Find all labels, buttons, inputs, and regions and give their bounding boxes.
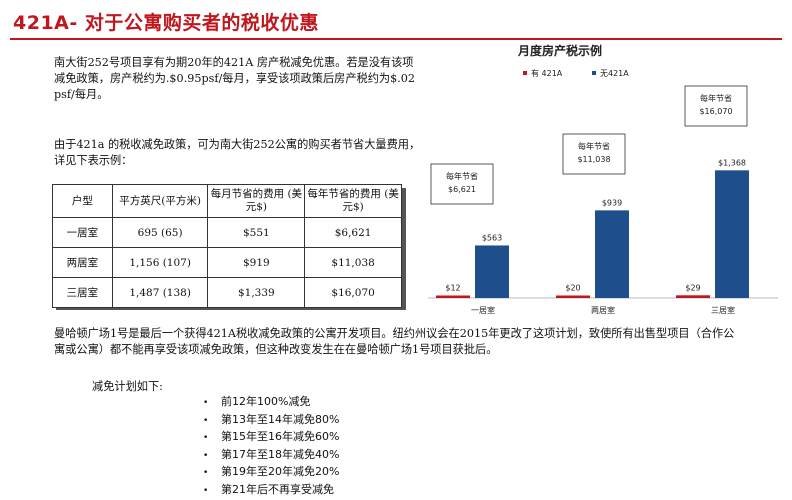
cell-unit-type: 一居室 — [52, 217, 113, 248]
header-annual-savings: 每年节省的费用 (美元$) — [304, 184, 402, 218]
annotation-value: $16,070 — [699, 107, 732, 116]
list-item-text: 第15年至16年减免60% — [221, 430, 340, 443]
cell-annual-savings: $16,070 — [304, 277, 402, 308]
bar-with-421a — [436, 295, 470, 298]
page-title: 421A- 对于公寓购买者的税收优惠 — [13, 12, 319, 34]
header-unit-type: 户型 — [52, 184, 113, 218]
annotation-value: $6,621 — [448, 185, 476, 194]
cell-monthly-savings: $919 — [207, 247, 306, 278]
bullet-icon: • — [203, 433, 209, 443]
title-divider — [10, 38, 782, 40]
header-monthly-savings: 每月节省的费用 (美元$) — [207, 184, 306, 218]
data-label: $563 — [482, 233, 502, 242]
table-header-row: 户型 平方英尺(平方米) 每月节省的费用 (美元$) 每年节省的费用 (美元$) — [52, 184, 402, 218]
data-label: $12 — [445, 284, 460, 293]
list-item: • 前12年100%减免 — [203, 393, 339, 411]
intro-paragraph: 南大街252号项目享有为期20年的421A 房产税减免优惠。若是没有该项减免政策… — [54, 56, 415, 101]
x-tick-label: 三居室 — [711, 305, 735, 315]
savings-table: 户型 平方英尺(平方米) 每月节省的费用 (美元$) 每年节省的费用 (美元$)… — [52, 184, 402, 308]
data-label: $939 — [602, 198, 622, 207]
bar-without-421a — [475, 245, 509, 298]
list-item: • 第17年至18年减免40% — [203, 446, 339, 464]
x-tick-label: 两居室 — [591, 305, 615, 315]
data-label: $29 — [685, 283, 700, 292]
list-item: • 第19年至20年减免20% — [203, 463, 339, 481]
schedule-title: 减免计划如下: — [92, 380, 163, 393]
bar-with-421a — [676, 295, 710, 298]
data-label: $1,368 — [718, 158, 746, 167]
annotation-value: $11,038 — [577, 155, 610, 164]
table-row: 一居室 695 (65) $551 $6,621 — [52, 217, 402, 248]
list-item-text: 前12年100%减免 — [221, 395, 311, 408]
list-item: • 第13年至14年减免80% — [203, 411, 339, 429]
annotation-label: 每年节省 — [700, 93, 732, 103]
bullet-icon: • — [203, 415, 209, 426]
schedule-list: • 前12年100%减免 • 第13年至14年减免80% • 第15年至16年减免60… — [203, 393, 339, 498]
legend-label-with-421a: 有 421A — [531, 68, 563, 78]
table-row: 三居室 1,487 (138) $1,339 $16,070 — [52, 277, 402, 308]
legend-swatch-without-421a — [592, 71, 596, 75]
list-item-text: 第21年后不再享受减免 — [221, 482, 334, 496]
legend-label-without-421a: 无421A — [600, 69, 629, 78]
legend-swatch-with-421a — [523, 71, 527, 75]
cell-area: 695 (65) — [111, 217, 209, 248]
list-item-text: 第19年至20年减免20% — [221, 465, 340, 478]
list-item-text: 第17年至18年减免40% — [221, 447, 340, 461]
annotation-box — [684, 85, 748, 127]
list-item: • 第21年后不再享受减免 — [203, 481, 339, 499]
cell-annual-savings: $6,621 — [304, 217, 402, 248]
bullet-icon: • — [203, 468, 209, 478]
bar-without-421a — [595, 210, 629, 298]
cell-unit-type: 两居室 — [52, 247, 113, 278]
policy-paragraph: 曼哈顿广场1号是最后一个获得421A税收减免政策的公寓开发项目。纽约州议会在20… — [54, 327, 735, 356]
cell-annual-savings: $11,038 — [304, 247, 402, 278]
list-item: • 第15年至16年减免60% — [203, 428, 339, 446]
annotation-label: 每年节省 — [446, 171, 478, 181]
annotation-box — [430, 163, 494, 205]
cell-monthly-savings: $551 — [207, 217, 306, 248]
bullet-icon: • — [203, 450, 209, 461]
cell-monthly-savings: $1,339 — [207, 277, 306, 308]
bullet-icon: • — [203, 485, 209, 496]
annotation-box — [562, 133, 626, 175]
header-area: 平方英尺(平方米) — [111, 184, 209, 218]
cell-unit-type: 三居室 — [52, 277, 113, 308]
cell-area: 1,156 (107) — [111, 247, 209, 278]
x-tick-label: 一居室 — [471, 305, 495, 315]
bar-without-421a — [715, 170, 749, 298]
savings-paragraph: 由于421a 的税收减免政策，可为南大街252公寓的购买者节省大量费用，详见下表… — [54, 138, 421, 167]
data-label: $20 — [565, 284, 580, 293]
bar-with-421a — [556, 295, 590, 298]
bullet-icon: • — [203, 398, 209, 408]
list-item-text: 第13年至14年减免80% — [221, 412, 340, 426]
savings-table-container: 户型 平方英尺(平方米) 每月节省的费用 (美元$) 每年节省的费用 (美元$)… — [52, 184, 406, 310]
cell-area: 1,487 (138) — [111, 277, 209, 308]
annotation-label: 每年节省 — [578, 141, 610, 151]
table-row: 两居室 1,156 (107) $919 $11,038 — [52, 247, 402, 278]
chart-title: 月度房产税示例 — [517, 43, 602, 58]
